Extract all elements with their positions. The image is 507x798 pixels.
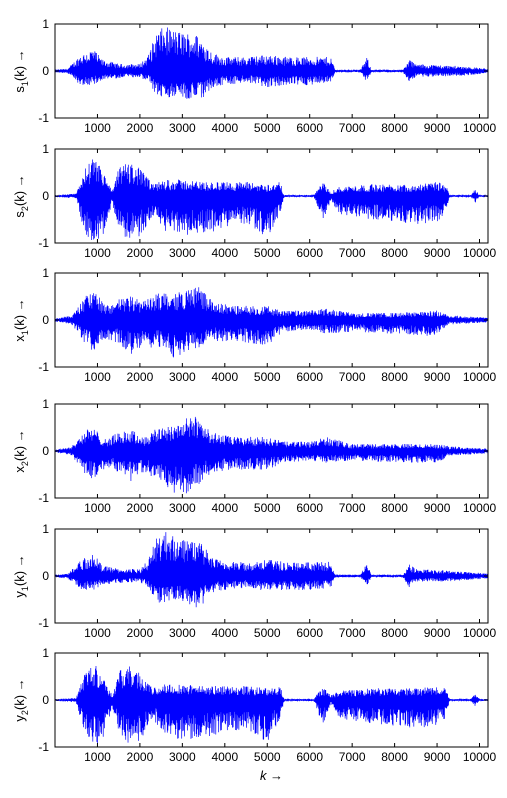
x-tick-label: 5000 bbox=[254, 121, 281, 135]
x-tick-label: 10000 bbox=[463, 750, 497, 764]
y-axis-label: x1(k) → bbox=[12, 298, 30, 341]
x-tick-label: 4000 bbox=[211, 501, 238, 515]
x-tick-label: 1000 bbox=[84, 501, 111, 515]
y-tick-label: 1 bbox=[42, 522, 49, 536]
x-tick-label: 6000 bbox=[296, 121, 323, 135]
y-tick-label: 0 bbox=[42, 569, 49, 583]
x-tick-label: 2000 bbox=[127, 626, 154, 640]
x-tick-label: 4000 bbox=[211, 626, 238, 640]
x-tick-label: 7000 bbox=[339, 121, 366, 135]
x-tick-label: 10000 bbox=[463, 370, 497, 384]
x-tick-label: 6000 bbox=[296, 246, 323, 260]
x-tick-label: 8000 bbox=[381, 121, 408, 135]
x-tick-label: 5000 bbox=[254, 246, 281, 260]
y-tick-label: 1 bbox=[42, 17, 49, 31]
signal-line bbox=[55, 532, 488, 608]
x-tick-label: 6000 bbox=[296, 626, 323, 640]
subplot-3: 1000 2000 3000 4000 5000 6000 7000 8000 9000 1000… bbox=[12, 266, 497, 384]
x-tick-label: 6000 bbox=[296, 750, 323, 764]
x-tick-label: 1000 bbox=[84, 370, 111, 384]
x-tick-label: 2000 bbox=[127, 246, 154, 260]
y-axis-label: s2(k) → bbox=[12, 174, 30, 217]
x-tick-label: 8000 bbox=[381, 246, 408, 260]
y-axis-label: s1(k) → bbox=[12, 49, 30, 92]
signal-line bbox=[55, 665, 488, 745]
y-tick-label: 0 bbox=[42, 444, 49, 458]
signal-line bbox=[55, 27, 488, 99]
x-tick-label: 5000 bbox=[254, 501, 281, 515]
x-tick-label: 5000 bbox=[254, 750, 281, 764]
x-tick-label: 9000 bbox=[424, 121, 451, 135]
x-tick-label: 5000 bbox=[254, 626, 281, 640]
x-tick-label: 3000 bbox=[169, 501, 196, 515]
x-tick-label: 2000 bbox=[127, 501, 154, 515]
signal-line bbox=[55, 416, 488, 494]
x-tick-label: 6000 bbox=[296, 501, 323, 515]
signal-line bbox=[55, 287, 488, 358]
x-tick-label: 3000 bbox=[169, 121, 196, 135]
x-tick-label: 8000 bbox=[381, 501, 408, 515]
y-tick-label: 1 bbox=[42, 266, 49, 280]
x-tick-label: 7000 bbox=[339, 246, 366, 260]
x-tick-label: 10000 bbox=[463, 626, 497, 640]
y-tick-label: 0 bbox=[42, 189, 49, 203]
y-tick-label: -1 bbox=[38, 616, 49, 630]
subplot-6: 1000 2000 3000 4000 5000 6000 7000 8000 9000 1000… bbox=[12, 646, 497, 783]
subplot-1: 1000 2000 3000 4000 5000 6000 7000 8000 9000 1000… bbox=[12, 17, 497, 135]
y-tick-label: -1 bbox=[38, 740, 49, 754]
x-tick-label: 8000 bbox=[381, 370, 408, 384]
x-tick-label: 1000 bbox=[84, 121, 111, 135]
y-tick-label: 1 bbox=[42, 397, 49, 411]
x-tick-label: 7000 bbox=[339, 750, 366, 764]
x-tick-label: 3000 bbox=[169, 246, 196, 260]
x-tick-label: 2000 bbox=[127, 750, 154, 764]
y-tick-label: 0 bbox=[42, 693, 49, 707]
x-tick-label: 9000 bbox=[424, 370, 451, 384]
x-tick-label: 10000 bbox=[463, 501, 497, 515]
x-tick-label: 5000 bbox=[254, 370, 281, 384]
y-tick-label: 0 bbox=[42, 64, 49, 78]
subplot-5: 1000 2000 3000 4000 5000 6000 7000 8000 9000 1000… bbox=[12, 522, 497, 640]
x-tick-label: 10000 bbox=[463, 246, 497, 260]
y-axis-label: x2(k) → bbox=[12, 429, 30, 472]
x-tick-label: 4000 bbox=[211, 246, 238, 260]
y-tick-label: 0 bbox=[42, 313, 49, 327]
x-tick-label: 1000 bbox=[84, 246, 111, 260]
y-axis-label: y1(k) → bbox=[12, 554, 30, 597]
x-tick-label: 4000 bbox=[211, 121, 238, 135]
y-tick-label: -1 bbox=[38, 360, 49, 374]
x-tick-label: 7000 bbox=[339, 501, 366, 515]
x-tick-label: 2000 bbox=[127, 121, 154, 135]
subplot-2: 1000 2000 3000 4000 5000 6000 7000 8000 9000 1000… bbox=[12, 142, 497, 260]
x-tick-label: 3000 bbox=[169, 370, 196, 384]
x-tick-label: 9000 bbox=[424, 626, 451, 640]
y-axis-label: y2(k) → bbox=[12, 678, 30, 721]
x-tick-label: 6000 bbox=[296, 370, 323, 384]
x-tick-label: 9000 bbox=[424, 246, 451, 260]
x-tick-label: 8000 bbox=[381, 626, 408, 640]
y-tick-label: 1 bbox=[42, 646, 49, 660]
x-axis-label: k → bbox=[260, 768, 283, 783]
y-tick-label: -1 bbox=[38, 491, 49, 505]
x-tick-label: 7000 bbox=[339, 626, 366, 640]
x-tick-label: 2000 bbox=[127, 370, 154, 384]
x-tick-label: 4000 bbox=[211, 750, 238, 764]
y-tick-label: -1 bbox=[38, 111, 49, 125]
x-tick-label: 4000 bbox=[211, 370, 238, 384]
x-tick-label: 3000 bbox=[169, 626, 196, 640]
x-tick-label: 8000 bbox=[381, 750, 408, 764]
x-tick-label: 3000 bbox=[169, 750, 196, 764]
x-tick-label: 10000 bbox=[463, 121, 497, 135]
x-tick-label: 1000 bbox=[84, 750, 111, 764]
x-tick-label: 9000 bbox=[424, 501, 451, 515]
subplot-4: 1000 2000 3000 4000 5000 6000 7000 8000 9000 1000… bbox=[12, 397, 497, 515]
x-tick-label: 1000 bbox=[84, 626, 111, 640]
x-tick-label: 7000 bbox=[339, 370, 366, 384]
y-tick-label: 1 bbox=[42, 142, 49, 156]
signal-line bbox=[55, 159, 488, 240]
x-tick-label: 9000 bbox=[424, 750, 451, 764]
y-tick-label: -1 bbox=[38, 236, 49, 250]
